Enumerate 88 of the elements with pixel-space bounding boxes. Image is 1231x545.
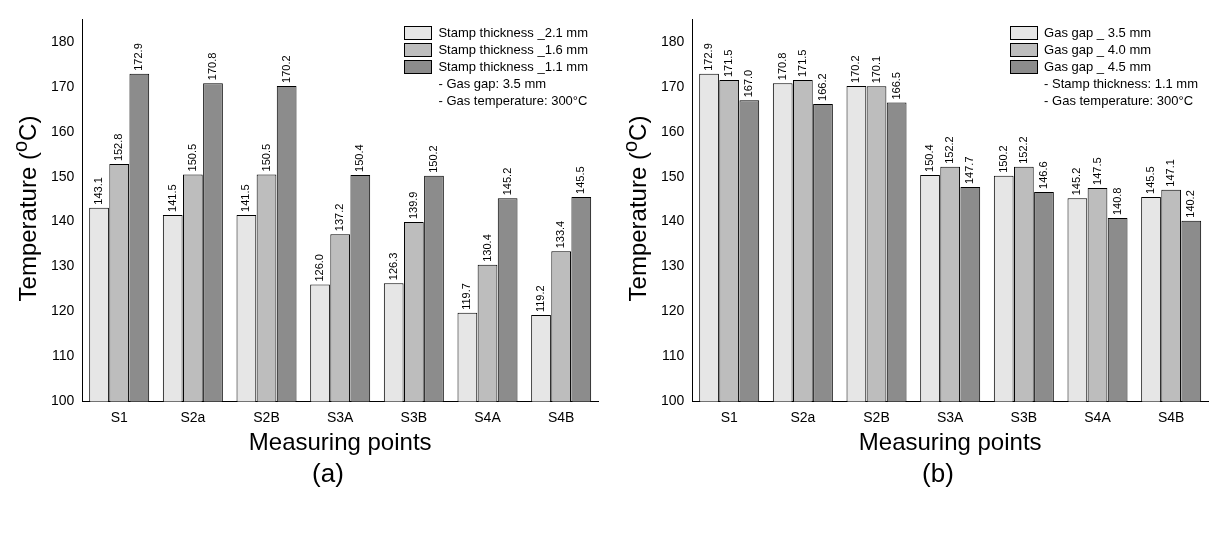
data-label: 145.5 — [1144, 166, 1157, 194]
data-label: 145.2 — [1070, 167, 1083, 196]
y-tick-label: 170 — [661, 77, 685, 94]
data-label: 119.2 — [534, 285, 547, 313]
data-label: 141.5 — [239, 184, 252, 212]
x-tick-label: S1 — [720, 408, 738, 425]
legend-label: Gas gap _ 4.5 mm — [1044, 58, 1152, 75]
data-label: 145.5 — [574, 166, 587, 194]
data-label: 170.8 — [775, 52, 788, 81]
legend-label: Gas gap _ 4.0 mm — [1044, 41, 1152, 58]
annotation: - Gas temperature: 300°C — [1043, 92, 1195, 109]
y-tick-label: 170 — [51, 77, 75, 94]
y-tick-label: 180 — [661, 32, 685, 49]
data-label: 145.2 — [500, 167, 513, 196]
x-tick-label: S3B — [400, 408, 428, 425]
data-label: 150.4 — [353, 144, 366, 172]
y-tick-label: 100 — [51, 392, 75, 409]
text: (b) — [921, 458, 955, 489]
legend-label: Stamp thickness _1.1 mm — [438, 58, 588, 75]
x-tick-label: S4A — [474, 408, 502, 425]
data-label: 170.2 — [849, 55, 862, 83]
x-tick-label: S4B — [547, 408, 575, 425]
data-label: 133.4 — [554, 220, 567, 249]
text: (a) — [311, 458, 345, 489]
y-tick-label: 100 — [661, 392, 685, 409]
y-tick-label: 150 — [51, 167, 75, 184]
x-tick-label: S4B — [1157, 408, 1185, 425]
data-label: 119.7 — [460, 283, 473, 310]
data-label: 171.5 — [795, 49, 808, 78]
annotation: - Gas gap: 3.5 mm — [437, 75, 548, 92]
data-label: 150.5 — [259, 143, 272, 172]
legend-label: Stamp thickness _1.6 mm — [438, 41, 588, 58]
y-tick-label: 180 — [51, 32, 75, 49]
data-label: 147.7 — [963, 156, 976, 185]
y-tick-label: 120 — [51, 302, 75, 319]
data-label: 143.1 — [92, 177, 105, 205]
y-tick-label: 160 — [661, 122, 685, 139]
annotation: - Gas temperature: 300°C — [437, 92, 588, 109]
data-label: 139.9 — [406, 191, 419, 220]
x-tick-label: S2B — [863, 408, 890, 425]
legend-label: Gas gap _ 3.5 mm — [1044, 24, 1152, 41]
data-label: 166.2 — [816, 73, 829, 101]
data-label: 171.5 — [722, 49, 735, 78]
x-axis-title: Measuring points — [858, 428, 1042, 456]
x-tick-label: S1 — [110, 408, 128, 425]
data-label: 130.4 — [480, 234, 493, 262]
x-tick-label: S2B — [253, 408, 280, 425]
data-label: 166.5 — [889, 72, 902, 100]
y-tick-label: 160 — [51, 122, 75, 139]
data-label: 147.1 — [1164, 159, 1177, 187]
data-label: 150.2 — [996, 145, 1009, 173]
y-tick-label: 130 — [51, 257, 75, 274]
x-axis-title: Measuring points — [248, 428, 432, 456]
data-label: 146.6 — [1037, 161, 1050, 189]
data-label: 170.2 — [279, 55, 292, 83]
data-label: 140.8 — [1110, 187, 1123, 216]
x-tick-label: S4A — [1084, 408, 1112, 425]
data-label: 126.3 — [386, 252, 399, 281]
data-label: 172.9 — [702, 43, 715, 71]
data-label: 140.2 — [1184, 190, 1197, 218]
data-label: 147.5 — [1090, 157, 1103, 185]
x-tick-label: S2a — [790, 408, 816, 425]
legend-label: Stamp thickness _2.1 mm — [438, 24, 588, 41]
data-label: 150.2 — [427, 145, 440, 173]
annotation: - Stamp thickness: 1.1 mm — [1043, 75, 1198, 92]
x-tick-label: S3A — [326, 408, 355, 425]
data-label: 150.5 — [185, 143, 198, 172]
data-label: 172.9 — [132, 43, 145, 71]
data-label: 170.8 — [206, 52, 219, 81]
data-label: 150.4 — [923, 144, 936, 172]
y-tick-label: 110 — [662, 347, 685, 364]
y-tick-label: 110 — [52, 347, 75, 364]
data-label: 126.0 — [313, 254, 326, 282]
x-tick-label: S3A — [936, 408, 965, 425]
data-label: 170.1 — [869, 55, 882, 84]
data-label: 141.5 — [165, 184, 178, 212]
x-tick-label: S3B — [1010, 408, 1038, 425]
data-label: 167.0 — [742, 69, 755, 98]
data-label: 152.2 — [943, 136, 956, 164]
data-label: 152.8 — [112, 133, 125, 162]
y-tick-label: 130 — [661, 257, 685, 274]
y-tick-label: 140 — [51, 212, 75, 229]
data-label: 137.2 — [333, 203, 346, 232]
y-tick-label: 150 — [661, 167, 685, 184]
x-tick-label: S2a — [180, 408, 206, 425]
y-tick-label: 120 — [661, 302, 685, 319]
data-label: 152.2 — [1016, 136, 1029, 164]
y-tick-label: 140 — [661, 212, 685, 229]
